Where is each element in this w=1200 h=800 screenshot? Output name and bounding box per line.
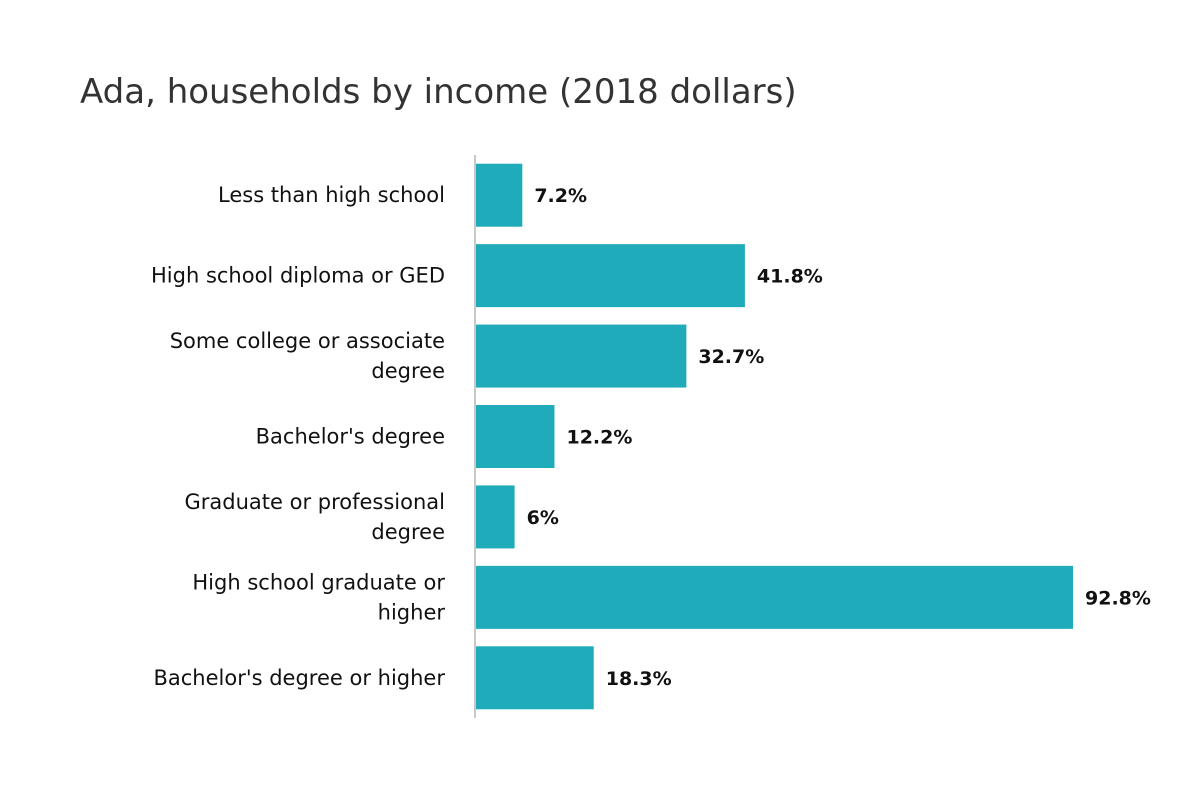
category-label: Graduate or professional degree: [184, 490, 445, 544]
category-label: Less than high school: [218, 183, 445, 207]
category-label: Bachelor's degree: [256, 425, 445, 449]
data-label: 12.2%: [566, 427, 632, 449]
data-label: 32.7%: [698, 346, 764, 368]
data-label: 7.2%: [534, 185, 587, 207]
bar: [476, 565, 1073, 629]
category-label: High school diploma or GED: [151, 264, 445, 288]
category-label: Bachelor's degree or higher: [153, 666, 445, 690]
data-label: 41.8%: [757, 266, 823, 288]
data-label: 6%: [527, 507, 559, 529]
bar: [476, 646, 594, 710]
chart-title: Ada, households by income (2018 dollars): [80, 72, 797, 112]
bar: [476, 324, 687, 388]
data-label: 18.3%: [606, 668, 672, 690]
category-label: High school graduate or higher: [192, 570, 445, 624]
bar: [476, 163, 523, 227]
category-label: Some college or associate degree: [170, 329, 445, 383]
bar: [476, 244, 745, 308]
bar: [476, 485, 515, 549]
bar: [476, 405, 555, 468]
data-label: 92.8%: [1085, 587, 1151, 609]
